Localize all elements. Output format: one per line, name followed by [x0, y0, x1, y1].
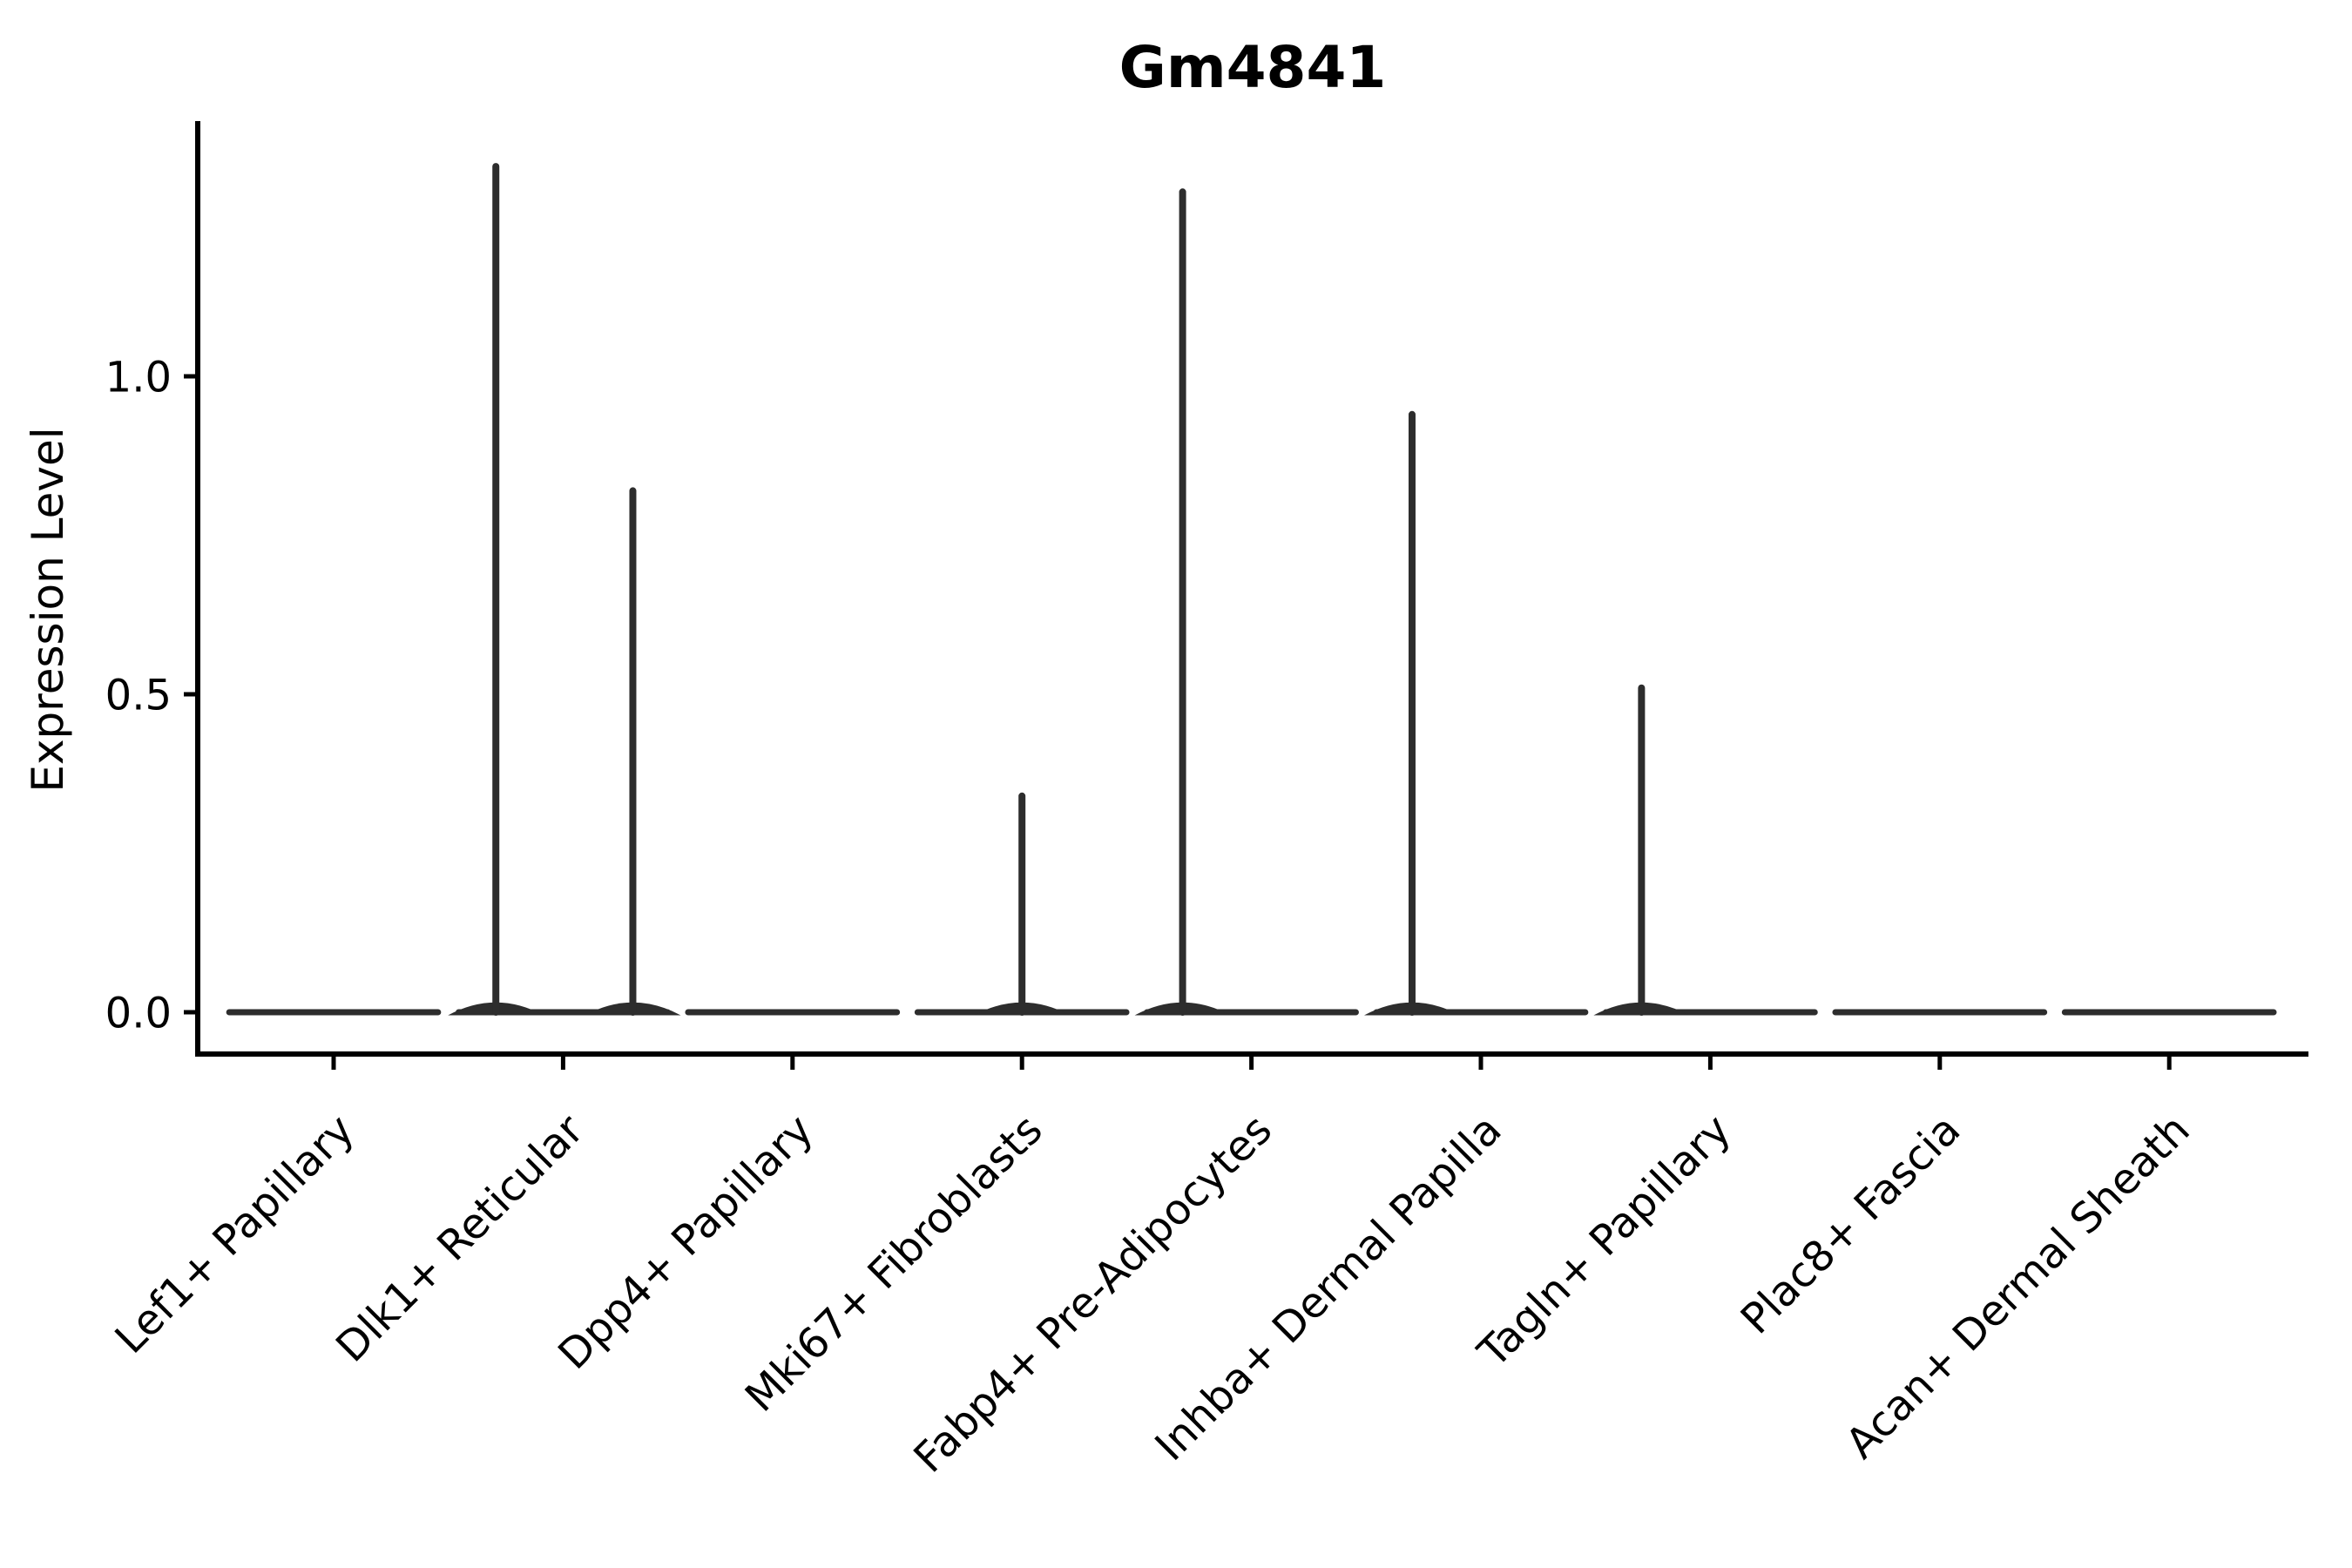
- y-tick-label: 1.0: [105, 353, 172, 402]
- violin: [1363, 410, 1589, 1016]
- violin: [1134, 188, 1359, 1016]
- axes-spines: [195, 121, 2308, 1057]
- violin: [448, 163, 681, 1016]
- violin-series: [226, 163, 2277, 1016]
- x-tick-label: Lef1+ Papillary: [106, 1105, 364, 1363]
- plot-title: Gm4841: [1119, 34, 1387, 101]
- x-tick-label: Dlk1+ Reticular: [327, 1105, 593, 1372]
- y-tick-label: 0.5: [105, 671, 172, 720]
- violin: [1593, 684, 1818, 1016]
- x-tick-label: Tagln+ Papillary: [1469, 1105, 1740, 1377]
- y-axis-title: Expression Level: [23, 427, 73, 792]
- x-tick-label: Dpp4+ Papillary: [549, 1105, 822, 1379]
- x-tick-label: Plac8+ Fascia: [1732, 1105, 1970, 1344]
- violin: [914, 792, 1130, 1016]
- y-axis-ticks: 0.0 0.5 1.0: [105, 353, 196, 1037]
- y-tick-label: 0.0: [105, 989, 172, 1037]
